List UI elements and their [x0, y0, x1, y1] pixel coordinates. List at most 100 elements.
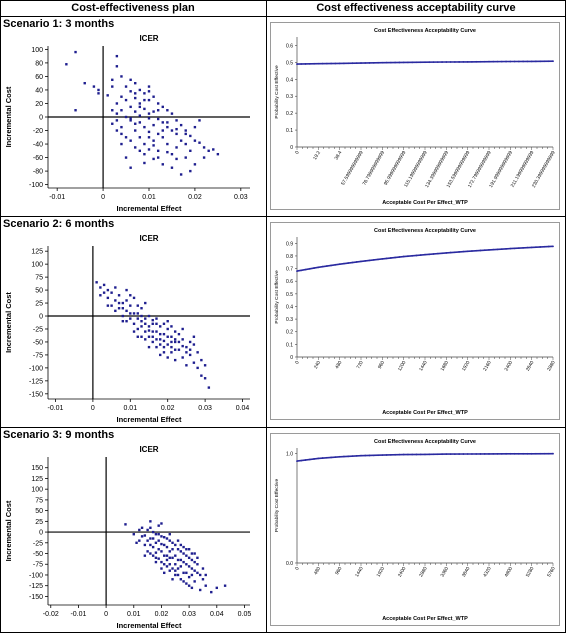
data-point: [129, 317, 132, 320]
row-divider-1: [0, 216, 566, 217]
chart-title: ICER: [139, 445, 158, 454]
data-point: [162, 351, 166, 354]
data-point: [171, 541, 174, 544]
curve-marker: [338, 62, 341, 65]
data-point: [134, 129, 137, 132]
data-point: [147, 329, 151, 332]
data-point: [143, 142, 146, 146]
data-point: [102, 291, 106, 294]
data-point: [188, 348, 192, 351]
data-point: [161, 121, 164, 124]
data-point: [120, 125, 123, 129]
curve-marker: [364, 62, 367, 64]
data-point: [175, 127, 178, 131]
data-point: [165, 537, 169, 540]
curve-marker: [475, 60, 478, 63]
y-tick-label: 0.4: [286, 77, 293, 83]
data-point: [125, 299, 128, 302]
curve-marker: [355, 261, 358, 263]
curve-marker: [462, 453, 465, 455]
x-tick-label: 0.03: [182, 611, 196, 618]
chart-title: ICER: [139, 34, 158, 43]
data-point: [159, 332, 162, 336]
y-tick-label: -25: [33, 326, 43, 333]
curve-marker: [407, 255, 409, 258]
data-point: [179, 173, 183, 176]
data-point: [190, 573, 194, 577]
x-tick-label: 5280: [525, 566, 536, 579]
curve-marker: [466, 250, 469, 253]
data-point: [132, 533, 135, 536]
x-axis-title: Incremental Effect: [116, 621, 182, 630]
x-tick-label: 1440: [418, 360, 429, 373]
data-point: [149, 543, 152, 547]
data-point: [138, 539, 141, 542]
curve-marker: [428, 61, 431, 64]
data-point: [115, 65, 119, 68]
curve-marker: [296, 460, 298, 463]
x-tick-label: 3360: [440, 566, 451, 579]
icer-scatter-scenario-1: ICER -100 -80 -60 -40 -20 0 20 40 60 80 100 -0.01 0 0.…: [4, 34, 250, 213]
data-point: [166, 320, 169, 323]
curve-marker: [505, 247, 507, 250]
curve-marker: [547, 245, 550, 248]
data-point: [160, 522, 163, 525]
data-point: [151, 530, 155, 534]
curve-marker: [432, 253, 435, 255]
curve-marker: [552, 452, 554, 455]
data-point: [147, 345, 151, 349]
curve-marker: [483, 249, 486, 252]
x-axis-title: Acceptable Cost Per Effect_WTP: [382, 616, 468, 622]
data-point: [147, 325, 151, 328]
data-point: [179, 558, 183, 562]
data-point: [117, 294, 121, 297]
curve-marker: [419, 453, 422, 456]
y-tick-label: -50: [33, 551, 43, 558]
data-point: [184, 142, 187, 146]
x-tick-label: 0.04: [210, 611, 224, 618]
y-tick-label: 0.2: [286, 330, 293, 336]
data-point: [204, 584, 207, 587]
data-point: [176, 539, 180, 542]
curve-marker: [347, 62, 350, 65]
x-tick-label: 0.01: [127, 611, 141, 618]
data-point: [147, 85, 151, 88]
x-tick-label: 4320: [482, 566, 493, 579]
data-point: [140, 335, 143, 338]
x-tick-label: 2640: [525, 360, 536, 373]
curve-marker: [530, 60, 533, 63]
data-point: [156, 109, 160, 112]
data-point: [184, 132, 187, 136]
curve-marker: [424, 453, 426, 456]
data-point: [202, 156, 206, 159]
data-point: [155, 345, 158, 349]
y-tick-label: 100: [31, 262, 43, 269]
y-axis-title: Probability Cost Effective: [274, 270, 280, 324]
y-tick-label: 0.8: [286, 254, 293, 260]
y-tick-label: 0.3: [286, 317, 293, 323]
curve-marker: [496, 248, 499, 251]
data-point: [210, 590, 213, 594]
data-point: [144, 330, 147, 333]
curve-marker: [552, 245, 554, 248]
x-tick-label: 38.4: [334, 150, 344, 161]
ceac-chart-scenario-1: Cost Effectiveness Acceptability Curve00…: [274, 28, 557, 206]
y-tick-label: 50: [35, 508, 43, 515]
y-tick-label: 0.6: [286, 279, 293, 285]
data-point: [106, 304, 110, 307]
data-point: [143, 125, 146, 129]
data-point: [151, 335, 154, 338]
data-point: [176, 567, 180, 570]
curve-marker: [475, 453, 478, 455]
data-point: [154, 560, 158, 564]
curve-marker: [543, 452, 546, 455]
data-point: [181, 356, 184, 359]
data-point: [171, 578, 174, 581]
curve-marker: [462, 61, 465, 63]
data-point: [106, 288, 110, 292]
data-point: [111, 78, 114, 82]
curve-marker: [483, 60, 486, 63]
y-tick-label: 0.7: [286, 267, 293, 273]
curve-marker: [317, 62, 320, 65]
